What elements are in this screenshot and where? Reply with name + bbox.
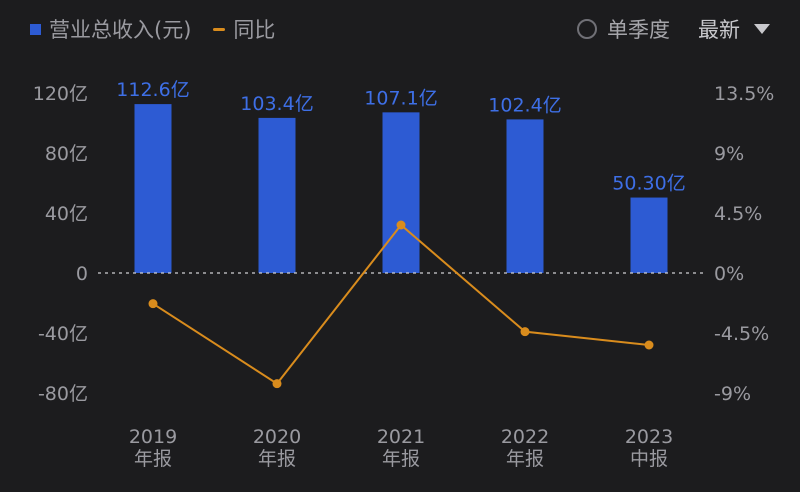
legend-item-yoy[interactable]: 同比: [213, 14, 275, 44]
bar-value-label: 50.30亿: [612, 173, 685, 195]
left-axis-tick-label: 120亿: [33, 83, 88, 105]
period-value: 最新: [698, 18, 740, 42]
x-axis-tick-label: 2023: [625, 426, 673, 448]
left-axis-tick-label: -40亿: [38, 323, 88, 345]
bar-value-label: 102.4亿: [488, 94, 561, 116]
revenue-bar: [506, 119, 544, 274]
bar-value-label: 103.4亿: [240, 93, 313, 115]
left-axis-tick-label: -80亿: [38, 383, 88, 405]
x-axis-tick-label: 2020: [253, 426, 301, 448]
triangle-down-icon: [754, 24, 770, 34]
revenue-bar: [258, 117, 296, 274]
legend-line-swatch: [213, 27, 226, 31]
left-axis-tick-label: 80亿: [45, 143, 88, 165]
revenue-bar: [134, 104, 172, 273]
x-axis-tick-label: 中报: [630, 448, 668, 470]
yoy-point: [396, 220, 406, 230]
bar-value-label: 107.1亿: [364, 87, 437, 109]
x-axis-tick-label: 2019: [129, 426, 177, 448]
legend-revenue-label: 营业总收入(元): [49, 18, 192, 42]
revenue-bar: [630, 197, 668, 273]
chart-controls: 单季度 最新: [577, 14, 770, 44]
right-axis-tick-label: 13.5%: [714, 83, 774, 105]
x-axis-tick-label: 年报: [258, 448, 296, 470]
chart-legend: 营业总收入(元) 同比: [30, 14, 297, 44]
yoy-point: [148, 299, 158, 309]
right-axis-tick-label: -4.5%: [714, 323, 769, 345]
x-axis-tick-label: 年报: [506, 448, 544, 470]
right-axis-tick-label: 4.5%: [714, 203, 762, 225]
x-axis-tick-label: 2021: [377, 426, 425, 448]
yoy-point: [644, 340, 654, 350]
legend-item-revenue[interactable]: 营业总收入(元): [30, 14, 191, 44]
left-axis-tick-label: 0: [76, 263, 88, 285]
bar-value-label: 112.6亿: [116, 79, 189, 101]
legend-bar-swatch: [30, 23, 41, 35]
left-axis-tick-label: 40亿: [45, 203, 88, 225]
x-axis-tick-label: 2022: [501, 426, 549, 448]
right-axis-tick-label: 0%: [714, 263, 744, 285]
revenue-bar: [382, 112, 420, 273]
radio-unchecked-icon[interactable]: [577, 19, 597, 39]
x-axis-tick-label: 年报: [134, 448, 172, 470]
yoy-point: [520, 327, 530, 337]
yoy-point: [272, 379, 282, 389]
period-select[interactable]: 最新: [698, 14, 770, 44]
right-axis-tick-label: -9%: [714, 383, 751, 405]
right-axis-tick-label: 9%: [714, 143, 744, 165]
x-axis-tick-label: 年报: [382, 448, 420, 470]
single-quarter-label[interactable]: 单季度: [607, 18, 670, 42]
legend-yoy-label: 同比: [233, 18, 276, 42]
